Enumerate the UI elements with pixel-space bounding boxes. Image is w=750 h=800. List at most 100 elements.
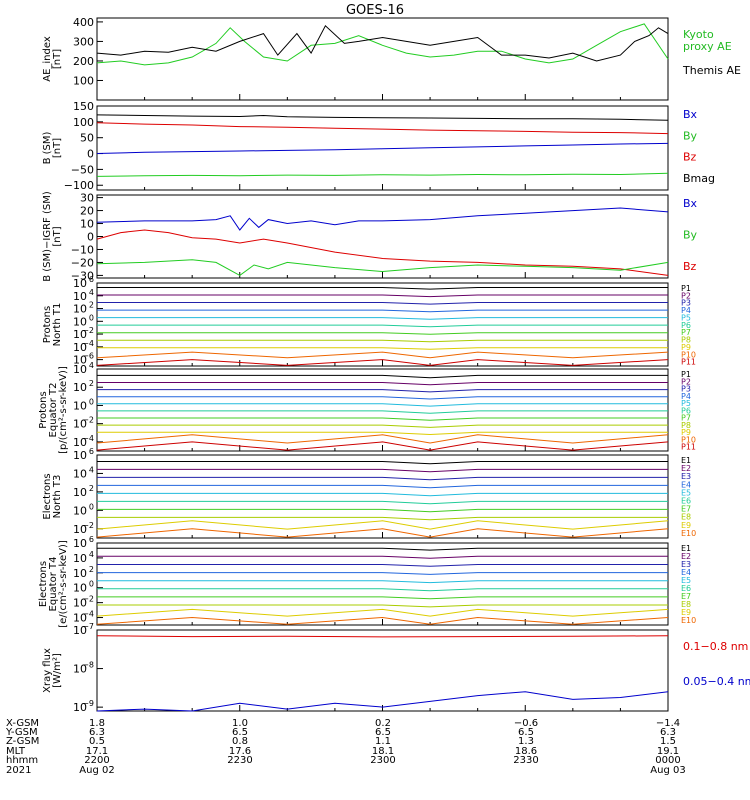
footer-cell: 17.1 [86, 746, 108, 757]
series-channel-4 [97, 572, 668, 575]
y-tick-label: 30 [80, 192, 94, 205]
y-tick-label: 10 [73, 552, 87, 565]
legend-channel-label: P2 [681, 291, 691, 300]
y-tick-label: 10 [73, 612, 87, 625]
legend-channel-label: E5 [681, 488, 691, 497]
legend-channel-label: E9 [681, 608, 691, 617]
legend-channel-label: E6 [681, 497, 691, 506]
legend-channel-label: E10 [681, 529, 696, 538]
y-tick-label: 100 [73, 116, 94, 129]
legend-channel-label: E2 [681, 552, 691, 561]
footer-cell: 0.5 [89, 736, 105, 747]
series-channel-1 [97, 374, 668, 379]
legend-entry: Bx [683, 108, 698, 121]
series-channel-9 [97, 347, 668, 350]
legend-channel-label: P3 [681, 385, 691, 394]
series-channel-10 [96, 616, 669, 625]
series-channel-3 [97, 389, 668, 393]
y-tick-label: 400 [73, 16, 94, 29]
footer-row-label: Y-GSM [5, 727, 38, 738]
series-bx [96, 207, 669, 231]
series-channel-4 [97, 309, 668, 313]
y-tick-label: 10 [73, 328, 87, 341]
legend-channel-label: E6 [681, 584, 691, 593]
y-axis-label: Xray flux [42, 648, 53, 693]
series-channel-1 [97, 461, 668, 465]
y-tick-label: 10 [73, 701, 87, 714]
y-tick-label: 0 [87, 231, 94, 244]
y-axis-label: Protons [42, 306, 53, 343]
series-channel-11 [96, 441, 669, 451]
series-by [96, 172, 669, 177]
series-channel-8 [97, 424, 668, 428]
y-tick-label: −100 [64, 179, 94, 192]
legend-channel-label: P2 [681, 377, 691, 386]
series-channel-2 [97, 382, 668, 386]
y-tick-label: 10 [73, 399, 87, 412]
footer-cell: 2200 [84, 755, 109, 766]
y-tick-label: 10 [73, 303, 87, 316]
y-tick-exponent: 6 [89, 535, 94, 544]
legend-channel-label: P8 [681, 336, 691, 345]
legend-channel-label: E4 [681, 568, 691, 577]
y-tick-label: 10 [73, 277, 87, 290]
footer-row-label: Z-GSM [6, 736, 39, 747]
y-axis-label: [nT] [52, 226, 63, 246]
series-bx [96, 142, 669, 154]
y-tick-exponent: 0 [89, 580, 94, 589]
legend-entry: 0.05−0.4 nm [683, 675, 750, 688]
legend-channel-label: P7 [681, 414, 691, 423]
legend-entry: proxy AE [683, 40, 732, 53]
legend-channel-label: E3 [681, 560, 691, 569]
y-tick-exponent: −2 [82, 326, 94, 335]
legend-channel-label: P8 [681, 421, 691, 430]
panel-frame [96, 194, 669, 279]
y-tick-label: 10 [80, 218, 94, 231]
series-channel-11 [96, 359, 669, 366]
series-bz [96, 122, 669, 135]
y-tick-exponent: 4 [89, 361, 94, 370]
legend-channel-label: P9 [681, 343, 691, 352]
footer-cell: 2330 [513, 755, 538, 766]
y-tick-label: 10 [73, 363, 87, 376]
series-channel-2 [97, 555, 668, 559]
legend-channel-label: E7 [681, 592, 691, 601]
y-axis-label: North T1 [52, 303, 63, 347]
legend-channel-label: E8 [681, 600, 691, 609]
y-tick-exponent: −2 [82, 595, 94, 604]
legend-entry: Bmag [683, 172, 715, 185]
footer-cell: 17.6 [229, 746, 251, 757]
legend-channel-label: E5 [681, 576, 691, 585]
y-tick-label: 200 [73, 55, 94, 68]
legend-entry: Kyoto [683, 28, 714, 41]
y-tick-label: 10 [73, 597, 87, 610]
y-tick-label: −30 [71, 269, 94, 282]
y-axis-label: Equator T2 [48, 383, 59, 438]
series-by [96, 259, 669, 276]
footer-cell: 1.3 [518, 736, 534, 747]
y-tick-label: 10 [73, 354, 87, 367]
series-channel-4 [97, 396, 668, 400]
legend-entry: Bx [683, 197, 698, 210]
footer-cell: 6.3 [89, 727, 105, 738]
legend-channel-label: P5 [681, 399, 691, 408]
y-tick-exponent: 0 [89, 502, 94, 511]
y-tick-exponent: −9 [82, 699, 94, 708]
legend-channel-label: P1 [681, 284, 691, 293]
y-tick-exponent: 2 [89, 565, 94, 574]
y-tick-exponent: −8 [82, 661, 94, 670]
y-tick-exponent: 6 [89, 275, 94, 284]
series-channel-6 [97, 500, 668, 505]
legend-channel-label: E1 [681, 456, 691, 465]
footer-cell: 0.8 [232, 736, 248, 747]
series-channel-9 [96, 520, 669, 530]
series-channel-2 [97, 468, 668, 473]
footer-cell: 18.6 [515, 746, 537, 757]
series-channel-6 [97, 324, 668, 328]
legend-channel-label: P3 [681, 299, 691, 308]
